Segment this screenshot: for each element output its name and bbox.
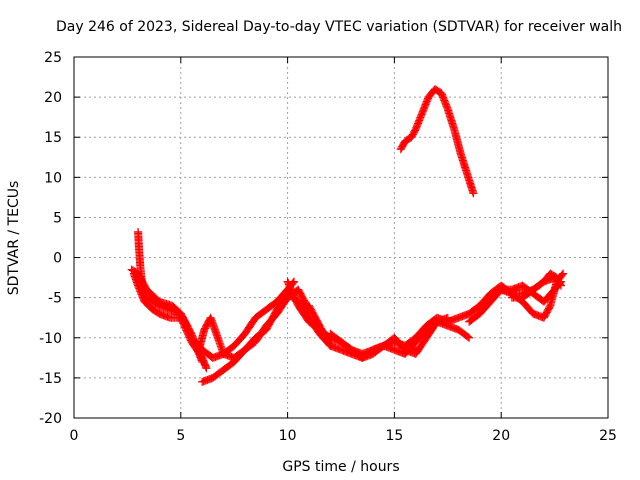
x-tick-label: 25 bbox=[599, 428, 617, 444]
tick-layer bbox=[73, 56, 609, 419]
chart-title: Day 246 of 2023, Sidereal Day-to-day VTE… bbox=[56, 19, 622, 35]
data-point bbox=[183, 321, 192, 330]
y-tick-label: -5 bbox=[48, 291, 62, 307]
grid-layer bbox=[74, 57, 608, 418]
data-point bbox=[469, 189, 478, 198]
y-tick-label: 20 bbox=[44, 90, 62, 106]
y-axis-title: SDTVAR / TECUs bbox=[6, 181, 22, 296]
data-point bbox=[182, 320, 191, 329]
y-tick-label: -10 bbox=[39, 331, 62, 347]
series-track-i bbox=[326, 317, 474, 362]
data-point bbox=[558, 270, 567, 279]
y-tick-label: 15 bbox=[44, 130, 62, 146]
y-tick-label: 5 bbox=[53, 210, 62, 226]
x-tick-label: 10 bbox=[279, 428, 297, 444]
y-tick-label: 10 bbox=[44, 170, 62, 186]
y-tick-label: 0 bbox=[53, 251, 62, 267]
y-tick-label: 25 bbox=[44, 50, 62, 66]
tick-label-layer: 0 5 10 15 20 25 -20 -15 -10 -5 0 5 10 15 20 25 bbox=[39, 50, 617, 444]
y-tick-label: -20 bbox=[39, 411, 62, 427]
data-point bbox=[465, 333, 474, 342]
series-track-h bbox=[304, 301, 452, 362]
data-layer bbox=[127, 85, 568, 386]
x-tick-label: 0 bbox=[70, 428, 79, 444]
x-axis-title: GPS time / hours bbox=[282, 459, 399, 475]
series-track-c bbox=[127, 265, 192, 330]
data-point bbox=[556, 280, 565, 289]
series-track-n bbox=[396, 85, 478, 198]
data-point bbox=[463, 332, 472, 341]
data-point bbox=[557, 281, 566, 290]
data-point bbox=[202, 364, 211, 373]
y-tick-label: -15 bbox=[39, 371, 62, 387]
x-tick-label: 5 bbox=[176, 428, 185, 444]
x-tick-label: 20 bbox=[492, 428, 510, 444]
plot-frame bbox=[73, 56, 609, 419]
x-tick-label: 15 bbox=[385, 428, 403, 444]
data-point bbox=[559, 269, 568, 278]
series-track-m bbox=[507, 269, 566, 302]
